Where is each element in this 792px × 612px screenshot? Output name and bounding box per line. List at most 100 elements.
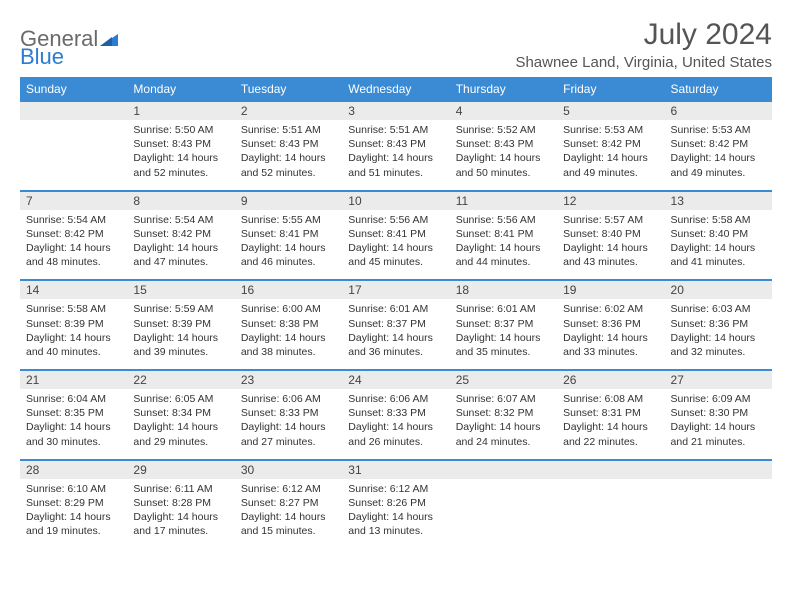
calendar-cell: 25Sunrise: 6:07 AMSunset: 8:32 PMDayligh… <box>450 370 557 460</box>
daylight-text-2: and 22 minutes. <box>563 435 658 449</box>
sunset-text: Sunset: 8:39 PM <box>133 317 228 331</box>
sunrise-text: Sunrise: 6:10 AM <box>26 482 121 496</box>
daylight-text-1: Daylight: 14 hours <box>456 241 551 255</box>
sunrise-text: Sunrise: 6:07 AM <box>456 392 551 406</box>
daylight-text-2: and 40 minutes. <box>26 345 121 359</box>
cell-body: Sunrise: 6:08 AMSunset: 8:31 PMDaylight:… <box>557 389 664 459</box>
daylight-text-2: and 38 minutes. <box>241 345 336 359</box>
day-number: 9 <box>235 192 342 210</box>
sunset-text: Sunset: 8:31 PM <box>563 406 658 420</box>
day-number: 21 <box>20 371 127 389</box>
page-header: General July 2024 Shawnee Land, Virginia… <box>20 18 772 71</box>
sunset-text: Sunset: 8:42 PM <box>563 137 658 151</box>
cell-body: Sunrise: 5:51 AMSunset: 8:43 PMDaylight:… <box>342 120 449 190</box>
calendar-cell: 8Sunrise: 5:54 AMSunset: 8:42 PMDaylight… <box>127 191 234 281</box>
weekday-header: Sunday <box>20 78 127 102</box>
calendar-cell: 27Sunrise: 6:09 AMSunset: 8:30 PMDayligh… <box>665 370 772 460</box>
day-number: 27 <box>665 371 772 389</box>
sunset-text: Sunset: 8:43 PM <box>133 137 228 151</box>
daylight-text-2: and 17 minutes. <box>133 524 228 538</box>
daylight-text-2: and 43 minutes. <box>563 255 658 269</box>
daylight-text-1: Daylight: 14 hours <box>26 241 121 255</box>
cell-body: Sunrise: 5:59 AMSunset: 8:39 PMDaylight:… <box>127 299 234 369</box>
calendar-cell: 11Sunrise: 5:56 AMSunset: 8:41 PMDayligh… <box>450 191 557 281</box>
title-block: July 2024 Shawnee Land, Virginia, United… <box>515 18 772 71</box>
calendar-week-row: 21Sunrise: 6:04 AMSunset: 8:35 PMDayligh… <box>20 370 772 460</box>
calendar-cell: 18Sunrise: 6:01 AMSunset: 8:37 PMDayligh… <box>450 280 557 370</box>
daylight-text-1: Daylight: 14 hours <box>671 331 766 345</box>
day-number-empty <box>450 461 557 479</box>
sunset-text: Sunset: 8:34 PM <box>133 406 228 420</box>
sunrise-text: Sunrise: 6:00 AM <box>241 302 336 316</box>
daylight-text-1: Daylight: 14 hours <box>241 510 336 524</box>
sunrise-text: Sunrise: 5:58 AM <box>26 302 121 316</box>
sunrise-text: Sunrise: 6:06 AM <box>241 392 336 406</box>
daylight-text-2: and 29 minutes. <box>133 435 228 449</box>
cell-body: Sunrise: 6:00 AMSunset: 8:38 PMDaylight:… <box>235 299 342 369</box>
sunrise-text: Sunrise: 5:53 AM <box>671 123 766 137</box>
daylight-text-2: and 21 minutes. <box>671 435 766 449</box>
day-number-empty <box>20 102 127 120</box>
calendar-cell: 14Sunrise: 5:58 AMSunset: 8:39 PMDayligh… <box>20 280 127 370</box>
sunrise-text: Sunrise: 5:56 AM <box>456 213 551 227</box>
sunset-text: Sunset: 8:33 PM <box>348 406 443 420</box>
day-number: 10 <box>342 192 449 210</box>
calendar-cell <box>557 460 664 549</box>
sunset-text: Sunset: 8:37 PM <box>456 317 551 331</box>
cell-body-empty <box>665 479 772 549</box>
sunrise-text: Sunrise: 5:50 AM <box>133 123 228 137</box>
sunrise-text: Sunrise: 5:53 AM <box>563 123 658 137</box>
daylight-text-2: and 52 minutes. <box>241 166 336 180</box>
daylight-text-2: and 24 minutes. <box>456 435 551 449</box>
daylight-text-1: Daylight: 14 hours <box>671 420 766 434</box>
cell-body: Sunrise: 5:50 AMSunset: 8:43 PMDaylight:… <box>127 120 234 190</box>
calendar-cell: 13Sunrise: 5:58 AMSunset: 8:40 PMDayligh… <box>665 191 772 281</box>
cell-body: Sunrise: 6:01 AMSunset: 8:37 PMDaylight:… <box>450 299 557 369</box>
daylight-text-1: Daylight: 14 hours <box>241 420 336 434</box>
calendar-cell: 12Sunrise: 5:57 AMSunset: 8:40 PMDayligh… <box>557 191 664 281</box>
daylight-text-2: and 19 minutes. <box>26 524 121 538</box>
day-number: 14 <box>20 281 127 299</box>
cell-body: Sunrise: 5:57 AMSunset: 8:40 PMDaylight:… <box>557 210 664 280</box>
cell-body: Sunrise: 5:58 AMSunset: 8:39 PMDaylight:… <box>20 299 127 369</box>
sunset-text: Sunset: 8:26 PM <box>348 496 443 510</box>
weekday-header-row: SundayMondayTuesdayWednesdayThursdayFrid… <box>20 78 772 102</box>
daylight-text-2: and 33 minutes. <box>563 345 658 359</box>
daylight-text-1: Daylight: 14 hours <box>348 241 443 255</box>
day-number: 26 <box>557 371 664 389</box>
sunset-text: Sunset: 8:43 PM <box>241 137 336 151</box>
sunset-text: Sunset: 8:32 PM <box>456 406 551 420</box>
daylight-text-1: Daylight: 14 hours <box>348 151 443 165</box>
daylight-text-2: and 50 minutes. <box>456 166 551 180</box>
daylight-text-1: Daylight: 14 hours <box>348 420 443 434</box>
sunset-text: Sunset: 8:36 PM <box>671 317 766 331</box>
sunrise-text: Sunrise: 6:08 AM <box>563 392 658 406</box>
calendar-cell: 1Sunrise: 5:50 AMSunset: 8:43 PMDaylight… <box>127 101 234 191</box>
weekday-header: Friday <box>557 78 664 102</box>
weekday-header: Thursday <box>450 78 557 102</box>
day-number: 2 <box>235 102 342 120</box>
sunrise-text: Sunrise: 5:51 AM <box>348 123 443 137</box>
calendar-cell: 17Sunrise: 6:01 AMSunset: 8:37 PMDayligh… <box>342 280 449 370</box>
cell-body-empty <box>557 479 664 549</box>
daylight-text-2: and 13 minutes. <box>348 524 443 538</box>
day-number: 7 <box>20 192 127 210</box>
sunrise-text: Sunrise: 5:56 AM <box>348 213 443 227</box>
sunset-text: Sunset: 8:40 PM <box>671 227 766 241</box>
daylight-text-1: Daylight: 14 hours <box>671 241 766 255</box>
daylight-text-2: and 47 minutes. <box>133 255 228 269</box>
daylight-text-2: and 35 minutes. <box>456 345 551 359</box>
daylight-text-1: Daylight: 14 hours <box>241 241 336 255</box>
day-number: 17 <box>342 281 449 299</box>
daylight-text-1: Daylight: 14 hours <box>26 510 121 524</box>
location-text: Shawnee Land, Virginia, United States <box>515 54 772 71</box>
cell-body: Sunrise: 5:54 AMSunset: 8:42 PMDaylight:… <box>20 210 127 280</box>
daylight-text-2: and 26 minutes. <box>348 435 443 449</box>
sunrise-text: Sunrise: 5:54 AM <box>26 213 121 227</box>
daylight-text-2: and 51 minutes. <box>348 166 443 180</box>
day-number: 18 <box>450 281 557 299</box>
cell-body: Sunrise: 6:05 AMSunset: 8:34 PMDaylight:… <box>127 389 234 459</box>
daylight-text-2: and 49 minutes. <box>671 166 766 180</box>
cell-body: Sunrise: 6:12 AMSunset: 8:26 PMDaylight:… <box>342 479 449 549</box>
calendar-cell: 23Sunrise: 6:06 AMSunset: 8:33 PMDayligh… <box>235 370 342 460</box>
